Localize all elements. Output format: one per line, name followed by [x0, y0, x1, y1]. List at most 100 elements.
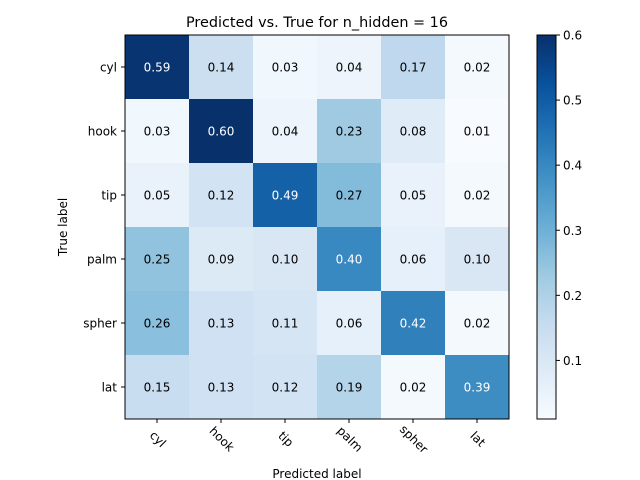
y-tick-label: palm — [87, 253, 117, 267]
cell-value-label: 0.02 — [464, 61, 491, 75]
chart-title: Predicted vs. True for n_hidden = 16 — [186, 15, 448, 31]
heatmap-cell — [381, 291, 446, 356]
cell-value-label: 0.10 — [272, 253, 299, 267]
heatmap-cell — [381, 227, 446, 292]
heatmap-cell — [253, 355, 318, 420]
heatmap-cell — [253, 163, 318, 228]
heatmap-cell — [317, 291, 382, 356]
heatmap-cell — [317, 99, 382, 164]
heatmap-cell — [445, 99, 510, 164]
x-tick-label: spher — [397, 422, 431, 456]
heatmap-cell — [189, 227, 254, 292]
x-tick-label: lat — [467, 429, 488, 450]
heatmap-cell — [381, 355, 446, 420]
colorbar-gradient — [537, 35, 556, 419]
plot-frame — [124, 34, 510, 420]
cell-value-label: 0.03 — [272, 61, 299, 75]
cell-value-label: 0.25 — [144, 253, 171, 267]
cell-value-label: 0.10 — [464, 253, 491, 267]
x-tick-label: palm — [334, 424, 365, 455]
cell-value-label: 0.12 — [272, 381, 299, 395]
heatmap-cell — [125, 163, 190, 228]
y-axis-ticks: cyl hook tip palm spher lat — [83, 61, 125, 395]
heatmap-cell — [445, 35, 510, 100]
cell-value-label: 0.13 — [208, 381, 235, 395]
heatmap-cell — [317, 163, 382, 228]
cell-value-label: 0.60 — [208, 125, 235, 139]
cell-value-label: 0.06 — [400, 253, 427, 267]
heatmap-cell — [189, 291, 254, 356]
cell-value-label: 0.02 — [464, 189, 491, 203]
colorbar: 0.1 0.2 0.3 0.4 0.5 0.6 — [536, 29, 582, 420]
y-tick-label: hook — [88, 125, 117, 139]
heatmap-cell — [189, 163, 254, 228]
heatmap-cell — [253, 227, 318, 292]
cell-value-label: 0.27 — [336, 189, 363, 203]
x-tick-label: tip — [275, 429, 296, 450]
colorbar-tick-label: 0.6 — [563, 29, 582, 43]
colorbar-frame — [536, 34, 557, 420]
cell-value-label: 0.05 — [144, 189, 171, 203]
cell-value-label: 0.01 — [464, 125, 491, 139]
heatmap-cell — [381, 99, 446, 164]
cell-value-label: 0.05 — [400, 189, 427, 203]
cell-value-label: 0.02 — [400, 381, 427, 395]
heatmap-cell — [317, 355, 382, 420]
y-tick-label: cyl — [100, 61, 117, 75]
heatmap-cell — [381, 163, 446, 228]
heatmap-cell — [125, 227, 190, 292]
colorbar-tick-label: 0.4 — [563, 159, 582, 173]
heatmap-cell — [253, 35, 318, 100]
cell-value-label: 0.40 — [336, 253, 363, 267]
y-tick-label: tip — [101, 189, 117, 203]
y-axis-label: True label — [56, 198, 70, 257]
heatmap-cell — [125, 291, 190, 356]
heatmap-cell — [189, 99, 254, 164]
heatmap-cell — [189, 355, 254, 420]
cell-value-label: 0.23 — [336, 125, 363, 139]
heatmap-cell — [317, 35, 382, 100]
heatmap-cell — [253, 99, 318, 164]
cell-value-label: 0.02 — [464, 317, 491, 331]
cell-value-label: 0.17 — [400, 61, 427, 75]
x-tick-label: cyl — [147, 428, 169, 450]
cell-value-label: 0.04 — [336, 61, 363, 75]
cell-value-label: 0.26 — [144, 317, 171, 331]
cell-value-label: 0.42 — [400, 317, 427, 331]
heatmap-cell — [445, 227, 510, 292]
heatmap-cell — [381, 35, 446, 100]
heatmap-cell — [125, 99, 190, 164]
x-tick-label: hook — [207, 424, 238, 455]
heatmap-cells — [125, 35, 510, 420]
colorbar-tick-label: 0.2 — [563, 289, 582, 303]
heatmap-cell — [253, 291, 318, 356]
x-axis-ticks: cyl hook tip palm spher lat — [147, 419, 488, 456]
heatmap-cell — [317, 227, 382, 292]
heatmap-cell — [125, 35, 190, 100]
cell-value-label: 0.04 — [272, 125, 299, 139]
cell-value-label: 0.19 — [336, 381, 363, 395]
heatmap-cell — [445, 291, 510, 356]
cell-value-label: 0.59 — [144, 61, 171, 75]
cell-value-label: 0.49 — [272, 189, 299, 203]
cell-value-label: 0.11 — [272, 317, 299, 331]
cell-value-label: 0.39 — [464, 381, 491, 395]
x-axis-label: Predicted label — [272, 467, 361, 480]
heatmap-cell — [189, 35, 254, 100]
cell-value-label: 0.13 — [208, 317, 235, 331]
heatmap-cell — [125, 355, 190, 420]
cell-value-label: 0.09 — [208, 253, 235, 267]
colorbar-tick-label: 0.5 — [563, 94, 582, 108]
cell-value-label: 0.08 — [400, 125, 427, 139]
cell-value-label: 0.12 — [208, 189, 235, 203]
y-tick-label: lat — [102, 381, 118, 395]
heatmap-cell — [445, 163, 510, 228]
colorbar-tick-label: 0.1 — [563, 354, 582, 368]
cell-value-label: 0.03 — [144, 125, 171, 139]
cell-value-label: 0.15 — [144, 381, 171, 395]
heatmap-cell — [445, 355, 510, 420]
cell-value-labels: 0.59 0.14 0.03 0.04 0.17 0.02 0.03 0.60 0.04 0.23… — [144, 61, 491, 395]
y-tick-label: spher — [83, 317, 117, 331]
cell-value-label: 0.14 — [208, 61, 235, 75]
